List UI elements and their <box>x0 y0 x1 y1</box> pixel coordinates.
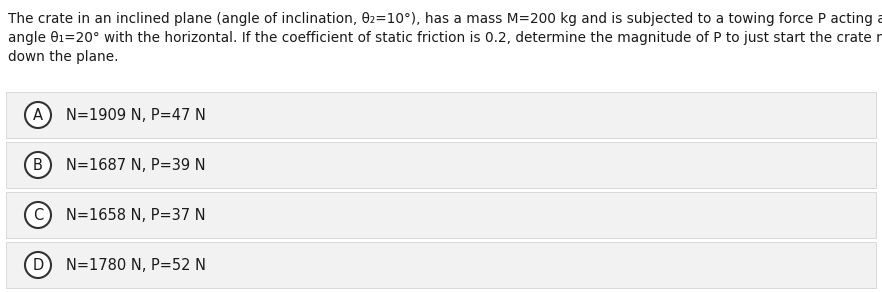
Text: D: D <box>33 258 43 272</box>
FancyBboxPatch shape <box>6 242 876 288</box>
Text: angle θ₁=20° with the horizontal. If the coefficient of static friction is 0.2, : angle θ₁=20° with the horizontal. If the… <box>8 31 882 45</box>
FancyBboxPatch shape <box>6 92 876 138</box>
FancyBboxPatch shape <box>6 192 876 238</box>
FancyBboxPatch shape <box>6 142 876 188</box>
Text: down the plane.: down the plane. <box>8 50 118 64</box>
Circle shape <box>25 202 51 228</box>
Circle shape <box>25 102 51 128</box>
Text: N=1687 N, P=39 N: N=1687 N, P=39 N <box>66 157 206 173</box>
Text: C: C <box>33 208 43 223</box>
Circle shape <box>25 152 51 178</box>
Text: The crate in an inclined plane (angle of inclination, θ₂=10°), has a mass M=200 : The crate in an inclined plane (angle of… <box>8 12 882 26</box>
Text: A: A <box>33 107 43 123</box>
Text: N=1658 N, P=37 N: N=1658 N, P=37 N <box>66 208 206 223</box>
Text: N=1909 N, P=47 N: N=1909 N, P=47 N <box>66 107 206 123</box>
Circle shape <box>25 252 51 278</box>
Text: N=1780 N, P=52 N: N=1780 N, P=52 N <box>66 258 206 272</box>
Text: B: B <box>33 157 43 173</box>
